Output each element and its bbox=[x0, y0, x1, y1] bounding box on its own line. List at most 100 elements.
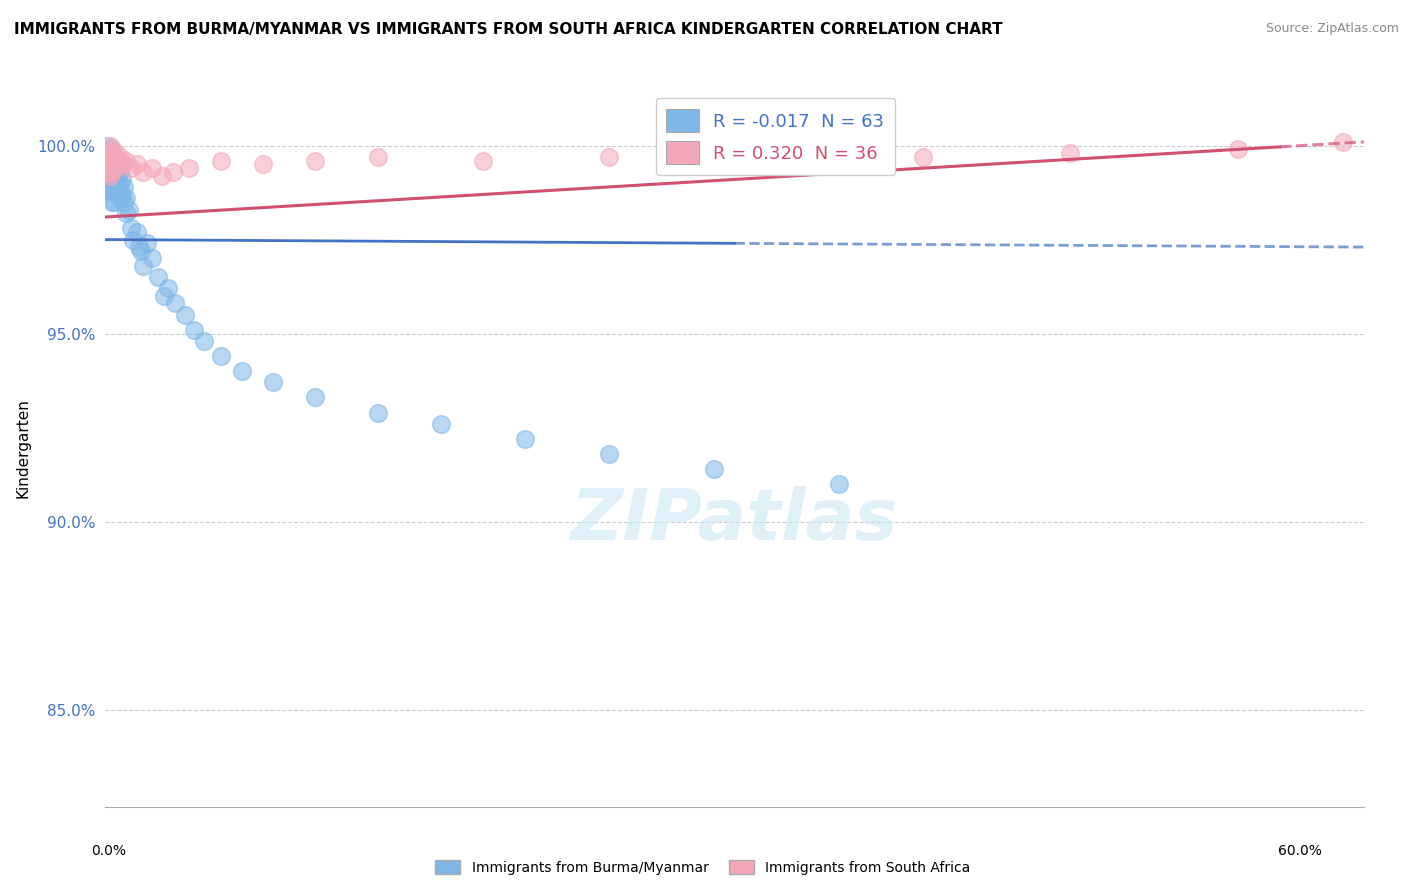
Point bbox=[598, 150, 620, 164]
Point bbox=[262, 376, 284, 390]
Point bbox=[120, 221, 142, 235]
Point bbox=[141, 161, 163, 176]
Point bbox=[115, 191, 138, 205]
Point bbox=[104, 165, 127, 179]
Point bbox=[98, 146, 121, 161]
Point bbox=[104, 153, 127, 168]
Point bbox=[231, 364, 253, 378]
Point bbox=[107, 184, 129, 198]
Point bbox=[96, 138, 118, 153]
Point bbox=[179, 161, 201, 176]
Point bbox=[136, 236, 159, 251]
Point bbox=[146, 270, 169, 285]
Point bbox=[100, 146, 122, 161]
Point bbox=[107, 157, 129, 171]
Point bbox=[111, 187, 134, 202]
Point bbox=[96, 146, 118, 161]
Text: 60.0%: 60.0% bbox=[1278, 844, 1322, 858]
Point bbox=[98, 142, 121, 156]
Point bbox=[96, 153, 118, 168]
Point bbox=[513, 432, 536, 446]
Point bbox=[132, 165, 155, 179]
Point bbox=[193, 334, 215, 348]
Point bbox=[471, 153, 495, 168]
Point bbox=[100, 153, 122, 168]
Point bbox=[100, 153, 122, 168]
Point bbox=[100, 161, 122, 176]
Point bbox=[1227, 142, 1250, 156]
Point bbox=[120, 161, 142, 176]
Point bbox=[132, 259, 155, 273]
Point bbox=[912, 150, 935, 164]
Point bbox=[141, 252, 163, 266]
Point bbox=[129, 244, 152, 258]
Point bbox=[103, 161, 125, 176]
Point bbox=[100, 165, 122, 179]
Point bbox=[98, 165, 121, 179]
Point bbox=[103, 184, 125, 198]
Point bbox=[96, 153, 118, 168]
Point bbox=[104, 180, 127, 194]
Point bbox=[98, 157, 121, 171]
Point bbox=[1331, 135, 1354, 149]
Point bbox=[100, 172, 122, 186]
Point bbox=[121, 233, 143, 247]
Point bbox=[209, 349, 232, 363]
Point bbox=[115, 206, 138, 220]
Point bbox=[103, 194, 125, 209]
Point bbox=[183, 323, 205, 337]
Y-axis label: Kindergarten: Kindergarten bbox=[15, 399, 31, 498]
Point bbox=[100, 194, 122, 209]
Point bbox=[598, 447, 620, 461]
Point bbox=[112, 194, 135, 209]
Point bbox=[98, 138, 121, 153]
Point bbox=[103, 150, 125, 164]
Point bbox=[252, 157, 274, 171]
Point bbox=[209, 153, 232, 168]
Point bbox=[703, 462, 725, 476]
Point bbox=[1059, 146, 1081, 161]
Point bbox=[367, 405, 389, 419]
Point bbox=[128, 240, 150, 254]
Point bbox=[150, 169, 173, 183]
Point bbox=[112, 180, 135, 194]
Point bbox=[111, 172, 134, 186]
Point bbox=[744, 153, 766, 168]
Point bbox=[108, 176, 131, 190]
Point bbox=[125, 157, 148, 171]
Point bbox=[162, 165, 184, 179]
Point bbox=[98, 169, 121, 183]
Point bbox=[304, 391, 326, 405]
Point bbox=[96, 146, 118, 161]
Point bbox=[117, 202, 139, 217]
Point bbox=[304, 153, 326, 168]
Point bbox=[107, 153, 129, 168]
Point bbox=[111, 157, 134, 171]
Point bbox=[98, 184, 121, 198]
Text: 0.0%: 0.0% bbox=[91, 844, 127, 858]
Legend: Immigrants from Burma/Myanmar, Immigrants from South Africa: Immigrants from Burma/Myanmar, Immigrant… bbox=[430, 855, 976, 880]
Point bbox=[104, 146, 127, 161]
Point bbox=[430, 417, 453, 431]
Point bbox=[103, 172, 125, 186]
Point bbox=[100, 142, 122, 156]
Legend: R = -0.017  N = 63, R = 0.320  N = 36: R = -0.017 N = 63, R = 0.320 N = 36 bbox=[655, 98, 896, 176]
Point bbox=[103, 161, 125, 176]
Point bbox=[108, 150, 131, 164]
Point bbox=[107, 169, 129, 183]
Text: IMMIGRANTS FROM BURMA/MYANMAR VS IMMIGRANTS FROM SOUTH AFRICA KINDERGARTEN CORRE: IMMIGRANTS FROM BURMA/MYANMAR VS IMMIGRA… bbox=[14, 22, 1002, 37]
Point bbox=[96, 161, 118, 176]
Point bbox=[828, 477, 851, 491]
Point bbox=[103, 150, 125, 164]
Point bbox=[163, 296, 186, 310]
Point bbox=[115, 153, 138, 168]
Text: ZIPatlas: ZIPatlas bbox=[571, 485, 898, 555]
Point bbox=[98, 157, 121, 171]
Text: Source: ZipAtlas.com: Source: ZipAtlas.com bbox=[1265, 22, 1399, 36]
Point bbox=[157, 281, 180, 295]
Point bbox=[108, 191, 131, 205]
Point bbox=[174, 308, 197, 322]
Point bbox=[96, 165, 118, 179]
Point bbox=[98, 150, 121, 164]
Point bbox=[367, 150, 389, 164]
